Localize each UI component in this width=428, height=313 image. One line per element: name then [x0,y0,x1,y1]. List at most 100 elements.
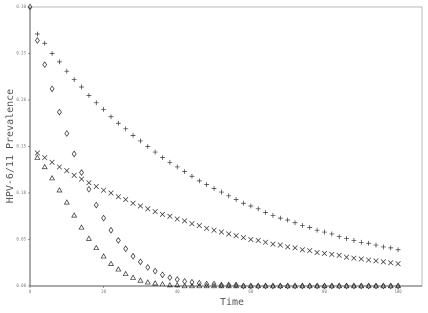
point [329,282,335,290]
point [107,260,114,266]
x-tick-label: 80 [322,289,327,294]
point [34,154,41,160]
point [329,251,335,258]
point [100,187,107,193]
point [277,282,284,289]
point [211,282,218,289]
point [329,231,335,237]
point [233,282,240,289]
point [160,155,165,161]
point [56,187,63,193]
point [160,271,165,279]
point [285,244,291,250]
point [34,150,41,156]
point [372,282,379,289]
point [159,281,166,287]
point [226,231,232,237]
point [307,225,313,230]
point [285,282,291,290]
point [204,182,210,188]
point [71,150,77,158]
point [130,200,136,206]
point [307,282,313,290]
point [188,282,195,289]
point [248,203,254,209]
point [380,282,386,290]
point [108,190,114,196]
point [358,282,364,290]
point [79,84,84,90]
point [93,244,100,251]
point [181,282,188,289]
point [100,253,107,259]
point [262,282,269,289]
point [351,238,357,243]
point [285,217,291,223]
point [130,252,136,260]
point [49,175,56,181]
point [93,100,99,106]
point [145,144,151,149]
point [344,236,349,241]
point [152,267,158,275]
point [64,68,70,74]
point [373,258,379,264]
point [196,222,202,229]
point [373,282,379,290]
point [350,282,357,289]
point [57,108,62,116]
point [166,281,173,288]
point [42,155,48,161]
point [34,31,40,37]
point [380,259,386,265]
point [322,229,327,235]
point [115,194,121,200]
point [145,206,151,212]
point [42,61,48,69]
point [167,274,173,282]
point [240,234,247,241]
point [255,206,261,212]
point [299,282,306,289]
point [71,77,77,82]
point [49,85,55,93]
point [336,282,343,289]
point [49,51,55,56]
point [86,180,92,186]
point [351,282,357,290]
point [196,178,202,184]
y-tick-label: 0.20 [16,97,26,102]
point [395,282,401,290]
point [174,216,180,222]
y-tick-label: 0.15 [16,144,26,149]
point [314,227,320,233]
y-tick-label: 0.25 [16,51,26,56]
point [292,220,298,226]
point [365,282,372,289]
point [63,199,70,205]
point [174,281,181,288]
point [225,282,232,289]
point [299,247,306,253]
point [203,282,210,289]
point [292,282,298,290]
x-tick-label: 0 [29,289,32,294]
point [343,282,350,289]
point [41,163,48,170]
point [241,282,246,290]
point [314,282,320,290]
point [42,40,48,46]
point [343,254,350,260]
point [299,282,305,290]
point [174,276,180,283]
point [34,37,40,44]
x-tick-label: 100 [394,289,402,294]
point [93,201,99,209]
point [115,237,121,244]
point [196,282,203,289]
point [123,126,129,132]
point [388,282,394,290]
point [388,245,394,251]
y-tick-label: 0.05 [16,237,26,242]
